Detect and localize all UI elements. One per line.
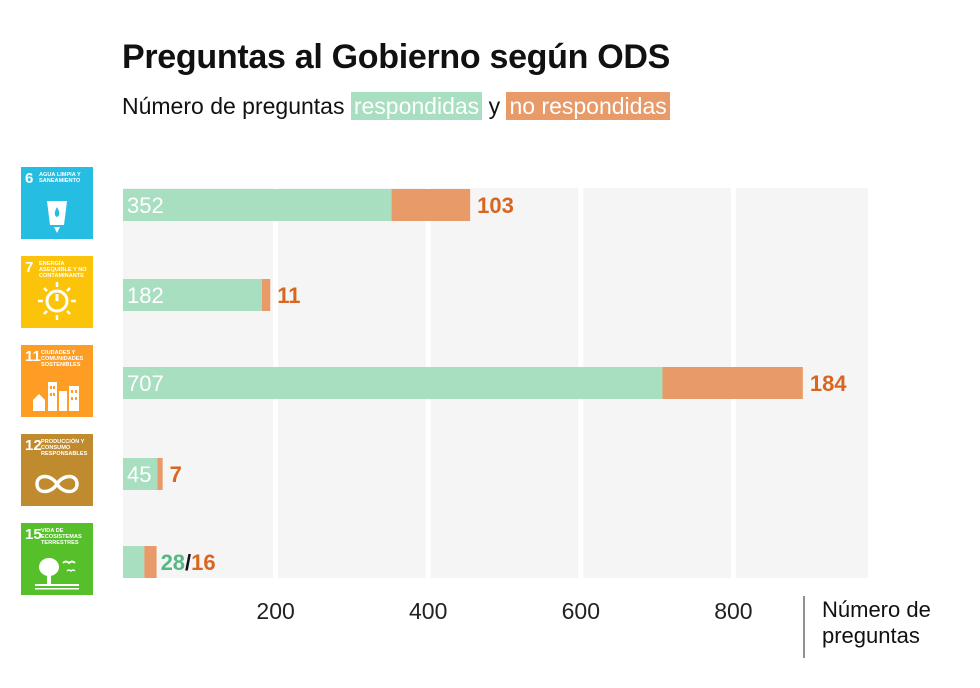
bar-answered: [123, 189, 392, 221]
sdg-15-icon: 15 Vida de ecosistemas terrestres: [21, 523, 93, 595]
sdg-label: Producción y consumo responsables: [41, 439, 88, 457]
sdg-6-icon: 6 Agua limpia y saneamiento: [21, 167, 93, 239]
bar-unanswered: [261, 279, 271, 311]
x-tick-labels: 200 400 600 800: [256, 598, 752, 624]
chart-subtitle: Número de preguntas respondidas y no res…: [122, 92, 670, 120]
bar-answered: [123, 367, 663, 399]
bar-unanswered: [157, 458, 163, 490]
tree-birds-icon: [35, 558, 79, 590]
x-tick-label: 600: [562, 598, 600, 624]
sdg-number: 15: [25, 526, 42, 543]
x-tick-label: 400: [409, 598, 447, 624]
data-label-answered: 182: [127, 283, 164, 308]
city-buildings-icon: [33, 382, 79, 411]
data-label-answered: 352: [127, 193, 164, 218]
bars: 352 103 182 11 707 184 45 7 28/16: [123, 189, 847, 578]
sdg-label: Energía asequible y no contaminante: [39, 261, 87, 279]
bar-unanswered: [662, 367, 803, 399]
sdg-number: 11: [25, 348, 41, 365]
data-label-answered: 45: [127, 462, 151, 487]
data-label-unanswered: 7: [170, 462, 182, 487]
data-label-unanswered: 103: [477, 193, 514, 218]
water-glass-icon: [47, 201, 67, 233]
chart-title: Preguntas al Gobierno según ODS: [122, 38, 671, 76]
bar-unanswered: [144, 546, 157, 578]
sdg-12-icon: 12 Producción y consumo responsables: [21, 434, 93, 506]
sdg-label: Ciudades y comunidades sostenibles: [41, 350, 84, 368]
data-label-answered: 707: [127, 371, 164, 396]
legend-unanswered: no respondidas: [506, 92, 670, 120]
bar-unanswered: [391, 189, 471, 221]
bar-answered: [123, 546, 145, 578]
sdg-number: 12: [25, 437, 42, 454]
subtitle-prefix: Número de preguntas: [122, 93, 345, 119]
legend-answered: respondidas: [350, 92, 483, 120]
sdg-label: Vida de ecosistemas terrestres: [41, 528, 82, 546]
x-tick-label: 200: [256, 598, 294, 624]
sdg-number: 6: [25, 170, 34, 187]
x-axis-label: Número de preguntas: [822, 597, 931, 648]
sdg-7-icon: 7 Energía asequible y no contaminante: [21, 256, 93, 328]
bar-answered: [123, 458, 158, 490]
data-label-unanswered: 184: [810, 371, 847, 396]
bar-answered: [123, 279, 262, 311]
infinity-icon: [35, 474, 79, 494]
data-label-combined: 28/16: [161, 550, 216, 575]
sdg-number: 7: [25, 259, 34, 276]
sdg-11-icon: 11 Ciudades y comunidades sostenibles: [21, 345, 93, 417]
x-tick-label: 800: [714, 598, 752, 624]
subtitle-connector: y: [488, 93, 501, 119]
data-label-unanswered: 11: [277, 283, 300, 308]
sdg-label: Agua limpia y saneamiento: [39, 172, 81, 184]
sun-power-icon: [38, 282, 76, 320]
